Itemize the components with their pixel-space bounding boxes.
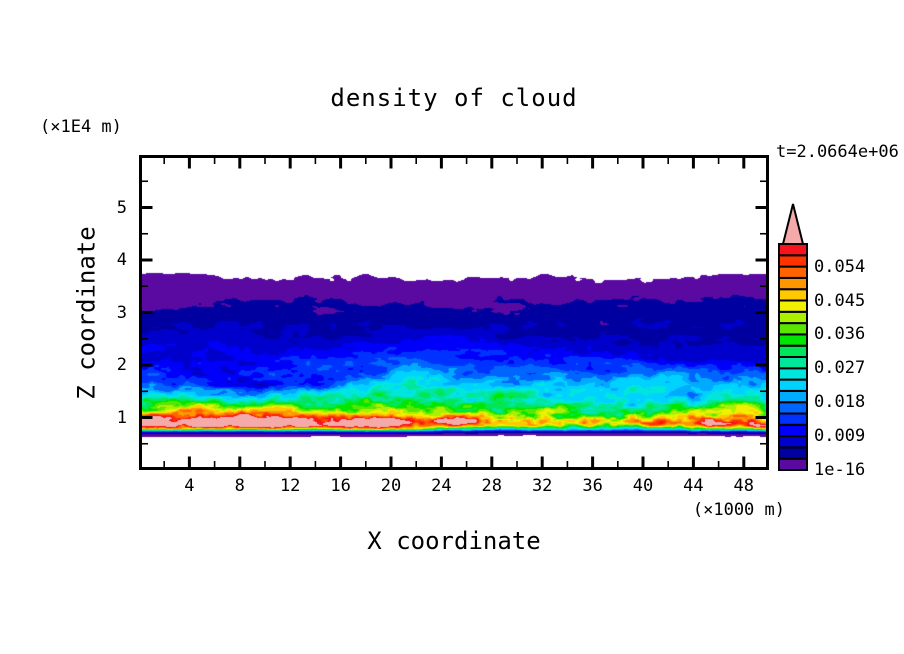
y-axis-unit: (×1E4 m) — [40, 117, 122, 137]
density-field-canvas — [139, 155, 769, 470]
colorbar-label: 0.036 — [814, 324, 866, 345]
colorbar-label: 0.027 — [814, 358, 866, 379]
contour-plot-area — [139, 155, 769, 470]
chart-title: density of cloud — [330, 84, 578, 112]
plot-frame-and-ticks — [139, 155, 769, 470]
x-axis-label: X coordinate — [367, 527, 541, 555]
x-tick-label: 4 — [184, 476, 195, 496]
x-tick-label: 48 — [733, 476, 755, 496]
x-tick-label: 8 — [234, 476, 245, 496]
colorbar-label: 0.054 — [814, 256, 866, 277]
y-tick-label: 5 — [116, 197, 127, 218]
y-tick-label: 3 — [116, 302, 127, 323]
colorbar-label: 0.045 — [814, 290, 866, 311]
x-tick-label: 44 — [683, 476, 704, 496]
x-tick-label: 24 — [431, 476, 452, 496]
y-tick-label: 1 — [116, 407, 127, 428]
y-tick-label: 2 — [116, 355, 127, 375]
x-axis-unit: (×1000 m) — [692, 500, 785, 520]
x-tick-label: 40 — [632, 476, 654, 496]
colorbar — [778, 203, 808, 472]
time-annotation: t=2.0664e+06 — [776, 142, 899, 162]
x-tick-label: 36 — [582, 476, 603, 496]
colorbar-label: 0.018 — [814, 392, 866, 413]
colorbar-label: 1e-16 — [814, 460, 866, 480]
x-tick-label: 16 — [330, 476, 351, 496]
y-tick-label: 4 — [116, 250, 127, 270]
colorbar-label: 0.009 — [814, 426, 866, 447]
x-tick-label: 12 — [279, 476, 301, 496]
x-tick-label: 28 — [481, 476, 503, 496]
x-tick-label: 32 — [531, 476, 553, 496]
x-tick-label: 20 — [380, 476, 402, 496]
